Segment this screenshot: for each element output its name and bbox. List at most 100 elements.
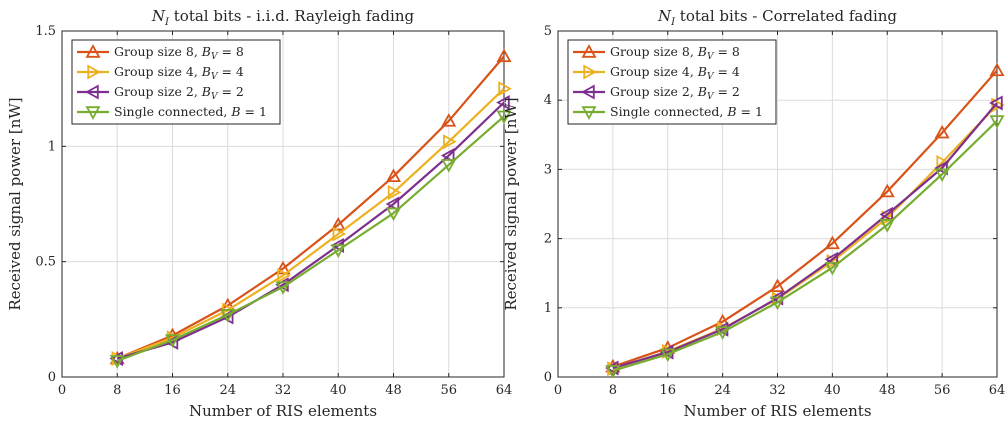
data-point xyxy=(441,159,457,173)
data-point xyxy=(275,260,291,275)
legend-marker xyxy=(87,64,101,80)
data-point xyxy=(824,235,840,250)
chart-title: NI total bits - Correlated fading xyxy=(657,7,897,28)
x-tick-label: 16 xyxy=(659,383,676,398)
x-tick-label: 40 xyxy=(330,383,347,398)
data-point xyxy=(660,348,676,363)
data-point xyxy=(824,261,840,276)
data-point xyxy=(330,216,346,231)
chart-title: NI total bits - i.i.d. Rayleigh fading xyxy=(151,7,415,28)
x-tick-label: 48 xyxy=(385,383,402,398)
x-axis-label: Number of RIS elements xyxy=(189,402,377,420)
legend-entry: Group size 2, BV = 2 xyxy=(77,84,244,102)
legend-label: Group size 8, BV = 8 xyxy=(114,44,244,62)
legend-entry: Group size 4, BV = 4 xyxy=(573,64,740,82)
series-line xyxy=(612,120,998,372)
y-tick-label: 1 xyxy=(48,139,56,154)
x-tick-label: 56 xyxy=(440,383,457,398)
x-tick-label: 64 xyxy=(989,383,1005,398)
data-point xyxy=(991,97,1005,113)
legend-box xyxy=(71,39,281,125)
x-tick-label: 8 xyxy=(609,383,617,398)
data-point xyxy=(387,184,402,200)
data-point xyxy=(441,113,457,127)
y-tick-label: 0 xyxy=(48,370,56,385)
legend: Group size 8, BV = 8 Group size 4, BV = 4… xyxy=(71,39,281,125)
x-axis-label: Number of RIS elements xyxy=(683,402,871,420)
legend-marker xyxy=(85,84,99,100)
data-point xyxy=(934,124,950,139)
y-axis-label: Received signal power [nW] xyxy=(502,97,520,310)
x-tick-label: 56 xyxy=(934,383,951,398)
y-tick-label: 0 xyxy=(544,370,552,385)
data-point xyxy=(496,48,512,63)
legend-marker xyxy=(85,44,101,58)
legend-entry: Group size 8, BV = 8 xyxy=(573,44,740,62)
y-axis-label: Received signal power [nW] xyxy=(6,97,24,310)
data-point xyxy=(989,115,1005,129)
data-point xyxy=(769,296,786,311)
right-chart-panel: 0 8 16 24 32 40 48 56 64 0 1 2 3 4 5 Number of RIS elem… xyxy=(502,7,1005,420)
x-tick-label: 24 xyxy=(219,383,236,398)
y-tick-label: 0.5 xyxy=(35,255,56,270)
data-point xyxy=(934,160,948,176)
x-tick-label: 24 xyxy=(714,383,731,398)
data-point xyxy=(275,281,291,295)
data-point xyxy=(496,94,510,111)
data-point xyxy=(277,267,291,284)
x-tick-label: 0 xyxy=(554,383,562,398)
legend-entry: Single connected, B = 1 xyxy=(573,104,763,120)
data-point xyxy=(440,148,455,164)
x-tick-label: 48 xyxy=(879,383,896,398)
legend-marker xyxy=(583,64,597,80)
legend: Group size 8, BV = 8 Group size 4, BV = 4… xyxy=(567,39,777,125)
data-point xyxy=(498,81,512,97)
legend-marker xyxy=(581,44,597,58)
series-line xyxy=(612,69,998,368)
y-tick-label: 1.5 xyxy=(35,24,56,39)
legend-marker xyxy=(581,84,595,100)
legend-box xyxy=(567,39,777,125)
data-point xyxy=(769,278,786,293)
left-chart-panel: 0 8 16 24 32 40 48 56 64 0 0.5 1 1.5 Number of RIS el… xyxy=(6,7,512,420)
legend-marker xyxy=(85,106,101,120)
y-tick-label: 4 xyxy=(544,93,552,108)
data-point xyxy=(220,309,236,323)
legend-entry: Group size 8, BV = 8 xyxy=(77,44,244,62)
data-point xyxy=(879,219,895,233)
legend-entry: Group size 4, BV = 4 xyxy=(77,64,244,82)
series-line xyxy=(116,101,505,360)
x-tick-label: 32 xyxy=(769,383,786,398)
data-point xyxy=(385,168,402,183)
series-line xyxy=(116,115,505,362)
data-point xyxy=(715,326,731,340)
data-point xyxy=(605,365,621,379)
legend-label: Group size 4, BV = 4 xyxy=(114,64,244,82)
series-line xyxy=(116,87,505,360)
data-point xyxy=(332,226,347,242)
legend-label: Group size 2, BV = 2 xyxy=(610,84,740,102)
x-tick-label: 32 xyxy=(275,383,292,398)
data-point xyxy=(879,183,895,198)
x-tick-label: 64 xyxy=(496,383,513,398)
x-tick-label: 8 xyxy=(113,383,121,398)
x-tick-label: 0 xyxy=(58,383,66,398)
x-tick-label: 16 xyxy=(164,383,181,398)
y-tick-label: 5 xyxy=(544,24,552,39)
data-point xyxy=(934,168,950,183)
legend-entry: Single connected, B = 1 xyxy=(77,104,267,120)
data-point xyxy=(989,62,1005,77)
data-point xyxy=(989,95,1003,111)
series-4 xyxy=(605,115,1005,379)
data-point xyxy=(496,110,512,125)
series-line xyxy=(612,102,998,370)
legend-label: Single connected, B = 1 xyxy=(610,104,763,119)
legend-entry: Group size 2, BV = 2 xyxy=(573,84,740,102)
legend-label: Group size 8, BV = 8 xyxy=(610,44,740,62)
series-line xyxy=(116,55,505,360)
data-point xyxy=(385,207,402,222)
data-point xyxy=(936,154,950,171)
data-point xyxy=(385,196,400,212)
data-point xyxy=(330,244,346,258)
